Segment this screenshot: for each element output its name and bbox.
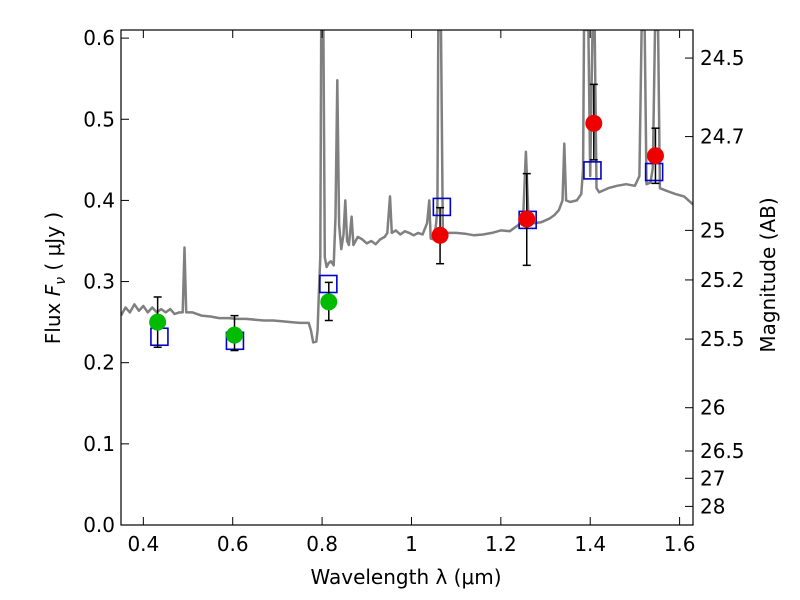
y-tick-label: 0.4 bbox=[83, 188, 115, 212]
x-tick-label: 1 bbox=[405, 532, 418, 556]
observed-point bbox=[646, 147, 664, 165]
y-tick-label: 0.2 bbox=[83, 351, 115, 375]
right-tick-label: 28 bbox=[700, 494, 725, 518]
axis-ticks: 0.4 0.6 0.8 1 1.2 1.4 1.6 0.0 0.1 0.2 0.3 0.4 0.5 0.6… bbox=[83, 26, 744, 556]
model-photometry-square bbox=[583, 161, 602, 180]
y-tick-label: 0.3 bbox=[83, 270, 115, 294]
x-tick-label: 0.6 bbox=[217, 532, 249, 556]
model-photometry-square bbox=[432, 197, 452, 217]
observed-point bbox=[320, 293, 338, 311]
x-axis-label: Wavelength λ (μm) bbox=[310, 565, 501, 589]
spectrum-line bbox=[121, 30, 693, 344]
right-tick-label: 25.5 bbox=[700, 327, 745, 351]
x-tick-label: 0.8 bbox=[306, 532, 338, 556]
y-tick-label: 0.5 bbox=[83, 107, 115, 131]
observed-point bbox=[585, 114, 603, 132]
right-tick-label: 25 bbox=[700, 218, 725, 242]
observed-points bbox=[149, 114, 664, 344]
right-axis-label: Magnitude (AB) bbox=[756, 197, 780, 352]
model-photometry-square bbox=[150, 327, 169, 347]
observed-point bbox=[149, 313, 167, 331]
observed-point bbox=[431, 226, 449, 244]
y-tick-label: 0.6 bbox=[83, 26, 115, 50]
observed-point bbox=[226, 326, 244, 344]
plot-area bbox=[121, 30, 693, 352]
right-tick-label: 25.2 bbox=[700, 268, 745, 292]
y-tick-label: 0.0 bbox=[83, 513, 115, 537]
right-tick-label: 26.5 bbox=[700, 439, 745, 463]
x-tick-label: 1.4 bbox=[574, 532, 606, 556]
x-tick-label: 0.4 bbox=[127, 532, 159, 556]
plot-frame bbox=[120, 29, 694, 526]
y-axis-label: Flux Fν ( μJy ) bbox=[41, 212, 69, 344]
observed-point bbox=[518, 210, 536, 228]
x-tick-label: 1.6 bbox=[664, 532, 696, 556]
right-tick-label: 26 bbox=[700, 396, 725, 420]
right-tick-label: 24.7 bbox=[700, 125, 745, 149]
model-photometry-markers bbox=[150, 161, 664, 351]
y-tick-label: 0.1 bbox=[83, 432, 115, 456]
right-tick-label: 27 bbox=[700, 466, 725, 490]
x-tick-label: 1.2 bbox=[485, 532, 517, 556]
right-tick-label: 24.5 bbox=[700, 46, 745, 70]
